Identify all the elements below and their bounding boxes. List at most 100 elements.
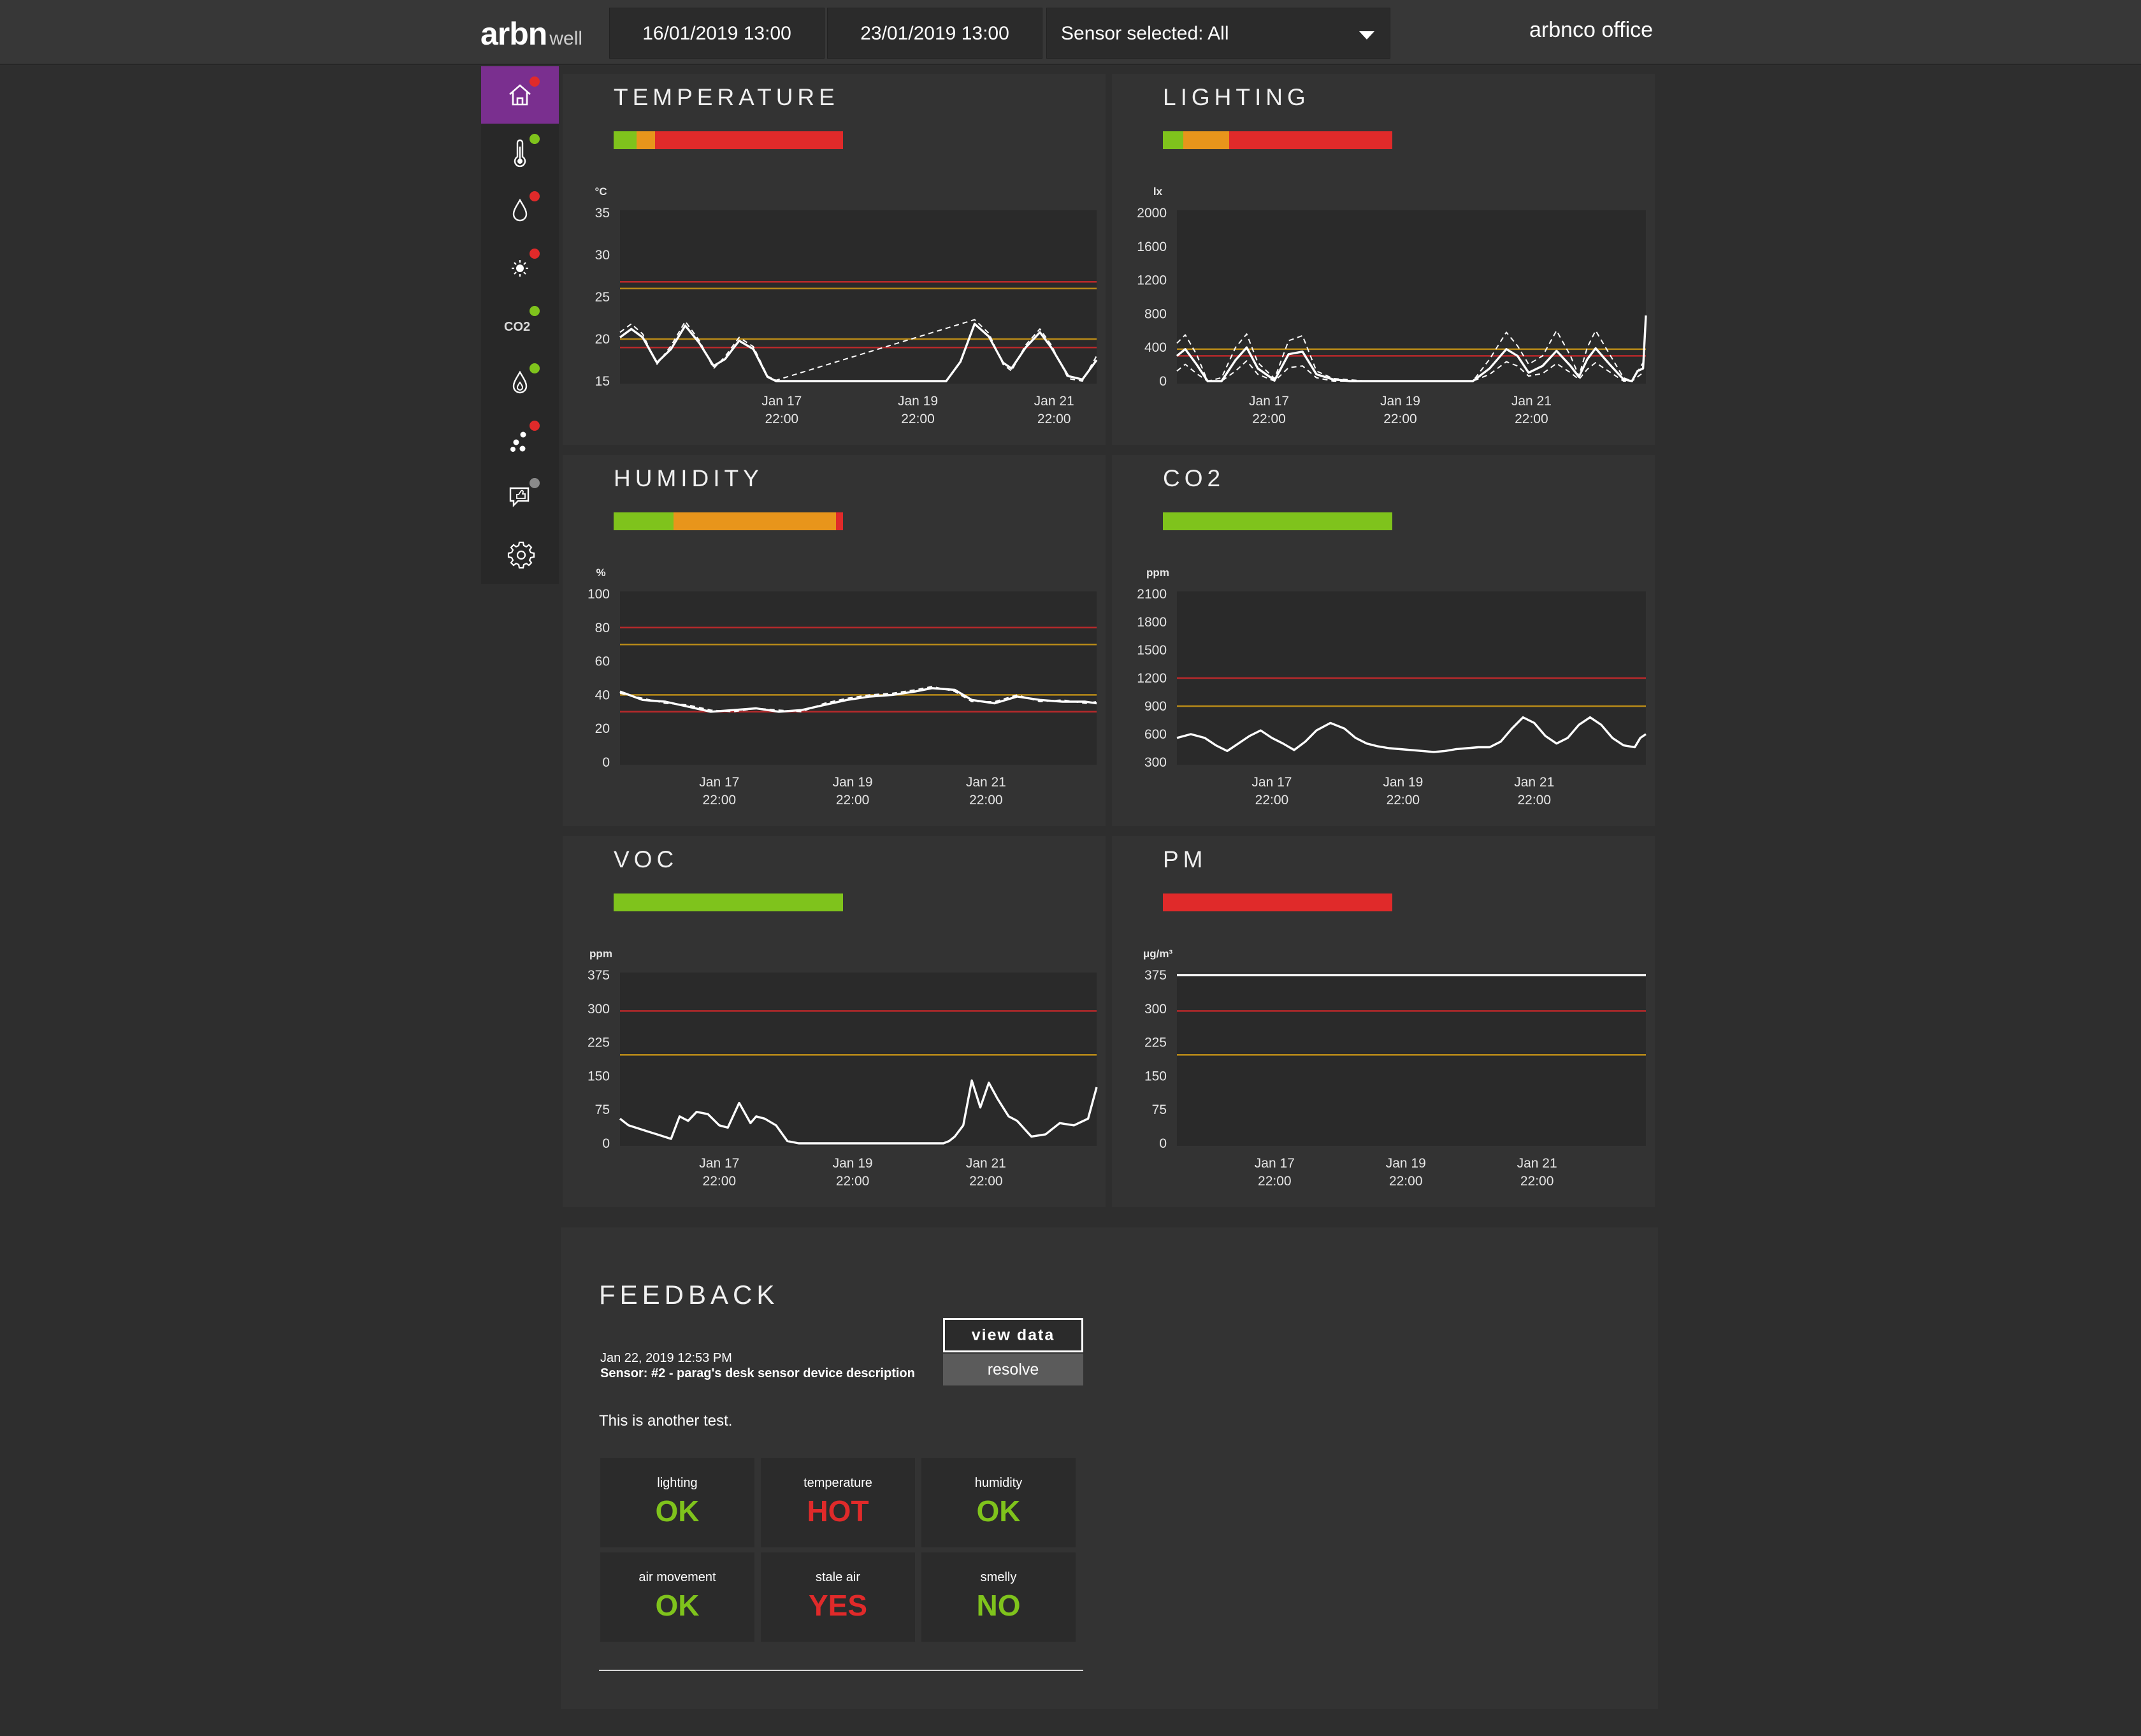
y-tick-label: 15 <box>595 374 610 389</box>
status-segment <box>836 512 843 530</box>
status-segment <box>614 893 843 911</box>
temperature-chart[interactable]: °C 15 20 25 30 35 Jan 17 22:00 Jan 19 22:00 Jan 21… <box>563 74 1106 445</box>
sensor-select-label: Sensor selected: All <box>1061 23 1229 44</box>
humidity-chart[interactable]: % 0 20 40 60 80 100 Jan 17 22:00 Jan 19 22:00 Jan 2… <box>563 455 1106 826</box>
status-segment <box>673 512 837 530</box>
y-tick-label: 1600 <box>1137 240 1167 254</box>
panel-title: LIGHTING <box>1163 84 1310 110</box>
pm-chart[interactable]: μg/m³ 0 75 150 225 300 375 Jan 17 22:00 Jan 19 22:… <box>1112 836 1655 1207</box>
status-segment <box>1183 131 1230 149</box>
x-tick-label: Jan 17 <box>699 1156 739 1171</box>
status-segment <box>654 131 843 149</box>
x-tick-label: Jan 21 <box>1517 1156 1557 1171</box>
x-tick-label: Jan 21 <box>966 1156 1006 1171</box>
gear-icon <box>507 541 535 569</box>
feedback-title: FEEDBACK <box>599 1280 779 1310</box>
logo-sub-text: well <box>549 28 583 49</box>
y-tick-label: 1500 <box>1137 643 1167 658</box>
y-tick-label: 225 <box>1144 1036 1167 1050</box>
y-tick-label: 1200 <box>1137 671 1167 686</box>
y-tick-label: 30 <box>595 248 610 263</box>
humidity-chart-panel: HUMIDITY % 0 20 40 60 80 100 Jan 17 22:00 Jan 19 2… <box>563 455 1106 826</box>
y-tick-label: 100 <box>588 587 610 602</box>
status-dot <box>530 249 540 259</box>
sidebar-item-lighting[interactable] <box>481 238 559 296</box>
feedback-lighting: lighting OK <box>600 1458 754 1547</box>
data-series-line <box>1176 360 1644 382</box>
start-date-field[interactable]: 16/01/2019 13:00 <box>609 8 825 59</box>
x-tick-label: 22:00 <box>1520 1174 1554 1189</box>
feedback-item-label: humidity <box>974 1476 1023 1490</box>
sidebar-item-humidity[interactable] <box>481 181 559 238</box>
co2-icon: CO2 <box>504 320 531 334</box>
status-segment <box>1163 893 1392 911</box>
x-tick-label: Jan 21 <box>1514 775 1554 790</box>
feedback-humidity: humidity OK <box>921 1458 1076 1547</box>
y-tick-label: 150 <box>588 1069 610 1083</box>
flame-drop-icon <box>512 370 528 394</box>
sidebar-item-settings[interactable] <box>481 525 559 582</box>
status-segment <box>1163 512 1392 530</box>
end-date-field[interactable]: 23/01/2019 13:00 <box>827 8 1042 59</box>
x-tick-label: 22:00 <box>765 412 799 426</box>
x-tick-label: Jan 19 <box>1386 1156 1426 1171</box>
y-tick-label: 1200 <box>1137 273 1167 288</box>
status-segment <box>1163 131 1184 149</box>
y-tick-label: 80 <box>595 621 610 635</box>
panel-title: TEMPERATURE <box>614 84 839 110</box>
view-data-button[interactable]: view data <box>943 1318 1083 1352</box>
status-segment <box>614 512 674 530</box>
y-tick-label: 300 <box>1144 755 1167 770</box>
data-series-line <box>619 686 1097 712</box>
sidebar-item-voc[interactable] <box>481 353 559 410</box>
feedback-smelly: smelly NO <box>921 1552 1076 1642</box>
x-tick-label: 22:00 <box>1252 412 1286 426</box>
panel-title: PM <box>1163 846 1207 872</box>
feedback-stale-air: stale air YES <box>761 1552 915 1642</box>
y-tick-label: 375 <box>588 968 610 983</box>
x-tick-label: 22:00 <box>1255 793 1289 807</box>
axis-unit-label: ppm <box>1146 567 1169 579</box>
feedback-temperature: temperature HOT <box>761 1458 915 1547</box>
sidebar-item-co2[interactable]: CO2 <box>481 296 559 353</box>
x-tick-label: 22:00 <box>836 793 870 807</box>
y-tick-label: 225 <box>588 1036 610 1050</box>
status-dot <box>530 421 540 431</box>
x-tick-label: Jan 21 <box>966 775 1006 790</box>
arbn-well-logo[interactable]: arbn well <box>480 15 582 52</box>
y-tick-label: 1800 <box>1137 615 1167 630</box>
sidebar-item-home[interactable] <box>481 66 559 124</box>
x-tick-label: 22:00 <box>1517 793 1551 807</box>
sidebar-item-pm[interactable] <box>481 410 559 468</box>
status-dot <box>530 76 540 87</box>
y-tick-label: 0 <box>1159 374 1167 389</box>
co2-chart[interactable]: ppm 300 600 900 1200 1500 1800 2100 Jan 17 22:00 J… <box>1112 455 1655 826</box>
y-tick-label: 0 <box>602 1136 610 1151</box>
feedback-item-value: HOT <box>807 1494 869 1528</box>
lighting-chart[interactable]: lx 0 400 800 1200 1600 2000 Jan 17 22:00 Jan 19 22… <box>1112 74 1655 445</box>
feedback-item-label: air movement <box>638 1570 716 1584</box>
feedback-icon <box>509 487 530 507</box>
x-tick-label: Jan 19 <box>833 1156 873 1171</box>
sensor-select-dropdown[interactable]: Sensor selected: All <box>1046 8 1390 59</box>
axis-unit-label: % <box>596 567 605 579</box>
sidebar-item-feedback[interactable] <box>481 468 559 525</box>
y-tick-label: 300 <box>588 1002 610 1016</box>
x-tick-label: Jan 19 <box>898 394 938 409</box>
resolve-button[interactable]: resolve <box>943 1354 1083 1385</box>
x-tick-label: 22:00 <box>1387 793 1420 807</box>
voc-chart[interactable]: ppm 0 75 150 225 300 375 Jan 17 22:00 Jan 19 22:00… <box>563 836 1106 1207</box>
data-series-line <box>1176 716 1647 753</box>
x-tick-label: 22:00 <box>1383 412 1417 426</box>
lighting-chart-panel: LIGHTING lx 0 400 800 1200 1600 2000 Jan 17 22:0… <box>1112 74 1655 445</box>
data-series-line <box>619 319 1097 382</box>
y-tick-label: 75 <box>595 1103 610 1117</box>
status-bar <box>1163 893 1392 911</box>
plot-area <box>1177 210 1646 384</box>
sidebar-item-temperature[interactable] <box>481 124 559 181</box>
organization-name[interactable]: arbnco office <box>1529 18 1654 42</box>
x-tick-label: Jan 17 <box>1249 394 1289 409</box>
x-tick-label: 22:00 <box>969 793 1003 807</box>
x-tick-label: Jan 19 <box>1383 775 1423 790</box>
x-tick-label: 22:00 <box>901 412 935 426</box>
